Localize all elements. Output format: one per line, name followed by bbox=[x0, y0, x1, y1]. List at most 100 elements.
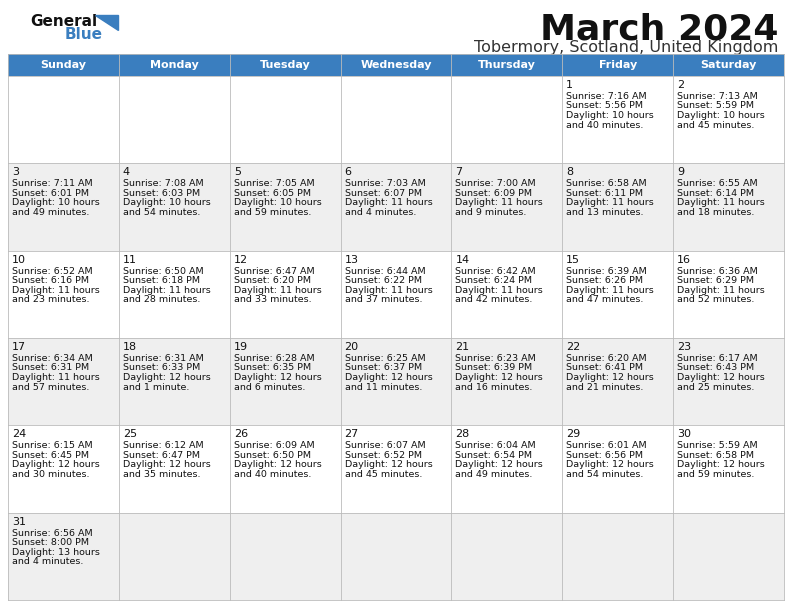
Text: Daylight: 11 hours: Daylight: 11 hours bbox=[566, 198, 654, 207]
Text: Sunrise: 6:39 AM: Sunrise: 6:39 AM bbox=[566, 267, 647, 275]
Text: and 54 minutes.: and 54 minutes. bbox=[566, 470, 644, 479]
Text: Sunrise: 7:08 AM: Sunrise: 7:08 AM bbox=[123, 179, 204, 188]
Text: and 42 minutes.: and 42 minutes. bbox=[455, 295, 533, 304]
Text: Sunrise: 6:23 AM: Sunrise: 6:23 AM bbox=[455, 354, 536, 363]
Bar bbox=[119, 54, 230, 76]
Text: Sunset: 6:11 PM: Sunset: 6:11 PM bbox=[566, 189, 643, 198]
Text: Daylight: 11 hours: Daylight: 11 hours bbox=[123, 286, 211, 294]
Text: Sunrise: 6:17 AM: Sunrise: 6:17 AM bbox=[677, 354, 758, 363]
Text: Sunrise: 6:36 AM: Sunrise: 6:36 AM bbox=[677, 267, 758, 275]
Text: and 45 minutes.: and 45 minutes. bbox=[345, 470, 422, 479]
Text: Sunrise: 6:50 AM: Sunrise: 6:50 AM bbox=[123, 267, 204, 275]
Text: Sunrise: 6:28 AM: Sunrise: 6:28 AM bbox=[234, 354, 314, 363]
Bar bbox=[673, 54, 784, 76]
Text: Daylight: 11 hours: Daylight: 11 hours bbox=[566, 286, 654, 294]
Text: 17: 17 bbox=[12, 342, 26, 352]
Text: and 52 minutes.: and 52 minutes. bbox=[677, 295, 755, 304]
Text: Sunset: 6:58 PM: Sunset: 6:58 PM bbox=[677, 451, 754, 460]
Text: Sunrise: 6:07 AM: Sunrise: 6:07 AM bbox=[345, 441, 425, 450]
Bar bbox=[8, 513, 784, 600]
Text: Sunset: 6:20 PM: Sunset: 6:20 PM bbox=[234, 276, 310, 285]
Text: Sunset: 5:59 PM: Sunset: 5:59 PM bbox=[677, 102, 754, 111]
Text: Sunrise: 6:56 AM: Sunrise: 6:56 AM bbox=[12, 529, 93, 538]
Text: Sunset: 6:16 PM: Sunset: 6:16 PM bbox=[12, 276, 89, 285]
Text: Sunrise: 6:58 AM: Sunrise: 6:58 AM bbox=[566, 179, 647, 188]
Text: Sunrise: 6:20 AM: Sunrise: 6:20 AM bbox=[566, 354, 647, 363]
Text: Sunrise: 6:47 AM: Sunrise: 6:47 AM bbox=[234, 267, 314, 275]
Text: Sunset: 6:39 PM: Sunset: 6:39 PM bbox=[455, 364, 532, 373]
Text: Sunrise: 6:09 AM: Sunrise: 6:09 AM bbox=[234, 441, 314, 450]
Text: 5: 5 bbox=[234, 167, 241, 177]
Text: Daylight: 11 hours: Daylight: 11 hours bbox=[345, 198, 432, 207]
Text: Sunset: 6:47 PM: Sunset: 6:47 PM bbox=[123, 451, 200, 460]
Text: Daylight: 13 hours: Daylight: 13 hours bbox=[12, 548, 100, 557]
Text: and 59 minutes.: and 59 minutes. bbox=[234, 208, 311, 217]
Text: and 59 minutes.: and 59 minutes. bbox=[677, 470, 755, 479]
Text: March 2024: March 2024 bbox=[539, 12, 778, 46]
Text: 31: 31 bbox=[12, 517, 26, 527]
Text: and 49 minutes.: and 49 minutes. bbox=[455, 470, 533, 479]
Text: Sunset: 6:35 PM: Sunset: 6:35 PM bbox=[234, 364, 310, 373]
Text: Daylight: 10 hours: Daylight: 10 hours bbox=[566, 111, 654, 120]
Text: 18: 18 bbox=[123, 342, 137, 352]
Text: Daylight: 12 hours: Daylight: 12 hours bbox=[566, 373, 654, 382]
Bar bbox=[341, 54, 451, 76]
Text: and 21 minutes.: and 21 minutes. bbox=[566, 382, 644, 392]
Text: Sunrise: 6:52 AM: Sunrise: 6:52 AM bbox=[12, 267, 93, 275]
Bar bbox=[8, 76, 784, 163]
Text: Sunrise: 6:34 AM: Sunrise: 6:34 AM bbox=[12, 354, 93, 363]
Text: Daylight: 12 hours: Daylight: 12 hours bbox=[234, 373, 322, 382]
Text: Daylight: 10 hours: Daylight: 10 hours bbox=[234, 198, 322, 207]
Text: Sunset: 5:56 PM: Sunset: 5:56 PM bbox=[566, 102, 643, 111]
Text: Sunrise: 6:55 AM: Sunrise: 6:55 AM bbox=[677, 179, 758, 188]
Text: 7: 7 bbox=[455, 167, 463, 177]
Text: and 30 minutes.: and 30 minutes. bbox=[12, 470, 89, 479]
Text: 8: 8 bbox=[566, 167, 573, 177]
Bar bbox=[8, 163, 784, 251]
Text: Daylight: 12 hours: Daylight: 12 hours bbox=[677, 373, 765, 382]
Bar bbox=[451, 54, 562, 76]
Bar bbox=[8, 338, 784, 425]
Text: Saturday: Saturday bbox=[700, 60, 757, 70]
Text: and 54 minutes.: and 54 minutes. bbox=[123, 208, 200, 217]
Text: Sunrise: 6:42 AM: Sunrise: 6:42 AM bbox=[455, 267, 536, 275]
Text: and 49 minutes.: and 49 minutes. bbox=[12, 208, 89, 217]
Text: 24: 24 bbox=[12, 430, 26, 439]
Text: and 1 minute.: and 1 minute. bbox=[123, 382, 189, 392]
Text: General: General bbox=[30, 14, 97, 29]
Text: Sunset: 6:41 PM: Sunset: 6:41 PM bbox=[566, 364, 643, 373]
Text: Sunset: 6:50 PM: Sunset: 6:50 PM bbox=[234, 451, 310, 460]
Text: 2: 2 bbox=[677, 80, 684, 90]
Text: and 6 minutes.: and 6 minutes. bbox=[234, 382, 305, 392]
Text: 26: 26 bbox=[234, 430, 248, 439]
Text: 27: 27 bbox=[345, 430, 359, 439]
Text: Daylight: 12 hours: Daylight: 12 hours bbox=[455, 373, 543, 382]
Text: Monday: Monday bbox=[150, 60, 199, 70]
Text: Sunday: Sunday bbox=[40, 60, 86, 70]
Text: 9: 9 bbox=[677, 167, 684, 177]
Text: and 40 minutes.: and 40 minutes. bbox=[566, 121, 644, 130]
Text: Sunrise: 6:31 AM: Sunrise: 6:31 AM bbox=[123, 354, 204, 363]
Text: Sunrise: 6:25 AM: Sunrise: 6:25 AM bbox=[345, 354, 425, 363]
Text: Sunrise: 6:12 AM: Sunrise: 6:12 AM bbox=[123, 441, 204, 450]
Text: and 35 minutes.: and 35 minutes. bbox=[123, 470, 200, 479]
Bar bbox=[230, 54, 341, 76]
Text: Sunset: 6:56 PM: Sunset: 6:56 PM bbox=[566, 451, 643, 460]
Text: Sunrise: 5:59 AM: Sunrise: 5:59 AM bbox=[677, 441, 758, 450]
Text: 15: 15 bbox=[566, 255, 581, 264]
Text: Sunset: 6:05 PM: Sunset: 6:05 PM bbox=[234, 189, 310, 198]
Text: Sunset: 6:45 PM: Sunset: 6:45 PM bbox=[12, 451, 89, 460]
Text: Blue: Blue bbox=[65, 27, 103, 42]
Bar bbox=[8, 54, 119, 76]
Text: 25: 25 bbox=[123, 430, 137, 439]
Text: and 45 minutes.: and 45 minutes. bbox=[677, 121, 755, 130]
Text: Daylight: 11 hours: Daylight: 11 hours bbox=[12, 373, 100, 382]
Text: and 40 minutes.: and 40 minutes. bbox=[234, 470, 311, 479]
Text: Thursday: Thursday bbox=[478, 60, 536, 70]
Text: Sunset: 6:26 PM: Sunset: 6:26 PM bbox=[566, 276, 643, 285]
Text: Sunset: 6:03 PM: Sunset: 6:03 PM bbox=[123, 189, 200, 198]
Text: 23: 23 bbox=[677, 342, 691, 352]
Bar bbox=[8, 251, 784, 338]
Text: Daylight: 11 hours: Daylight: 11 hours bbox=[12, 286, 100, 294]
Bar bbox=[562, 54, 673, 76]
